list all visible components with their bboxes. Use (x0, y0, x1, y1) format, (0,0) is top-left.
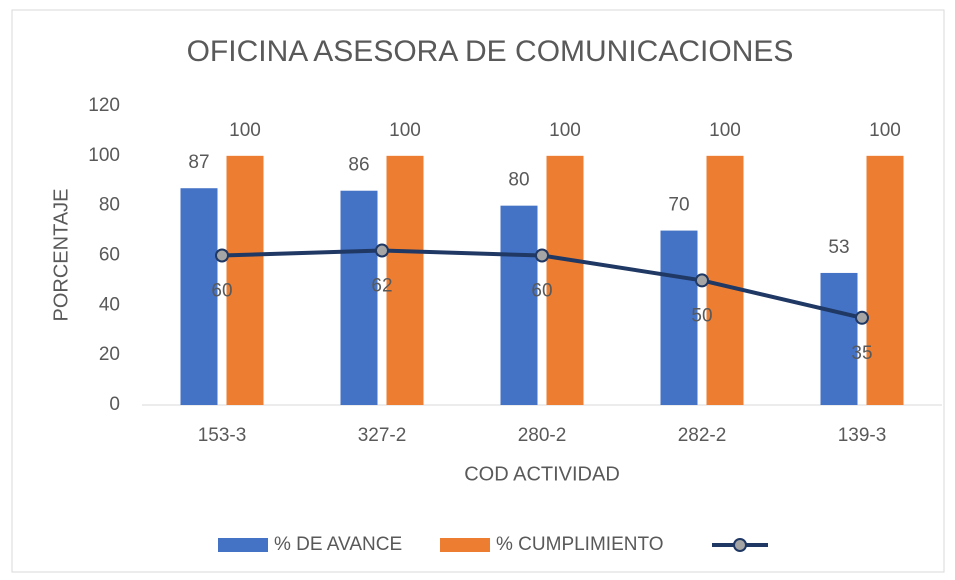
data-label: 60 (211, 281, 232, 302)
data-label: 62 (371, 276, 392, 297)
bar (386, 155, 424, 405)
legend-label: % DE AVANCE (274, 534, 402, 555)
y-tick-label: 20 (99, 344, 120, 365)
data-label: 35 (851, 343, 872, 364)
data-label: 60 (531, 281, 552, 302)
bar (340, 190, 378, 405)
data-label: 100 (389, 120, 421, 141)
y-tick-label: 80 (99, 195, 120, 216)
chart-border (11, 9, 945, 573)
bar (180, 188, 218, 405)
data-label: 100 (709, 120, 741, 141)
legend-label: % CUMPLIMIENTO (496, 534, 664, 555)
data-label: 100 (229, 120, 261, 141)
x-tick-label: 327-2 (358, 425, 407, 446)
x-tick-label: 280-2 (518, 425, 567, 446)
bar (660, 230, 698, 405)
data-label: 50 (691, 305, 712, 326)
bar (500, 205, 538, 405)
data-label: 80 (508, 170, 529, 191)
y-tick-label: 100 (88, 145, 120, 166)
y-axis-label: PORCENTAJE (50, 189, 72, 322)
data-label: 100 (869, 120, 901, 141)
bar (546, 155, 584, 405)
line-marker (215, 248, 229, 263)
line-marker (375, 243, 389, 258)
y-tick-label: 120 (88, 95, 120, 116)
data-label: 87 (188, 152, 209, 173)
line-marker (695, 273, 709, 288)
y-tick-label: 40 (99, 294, 120, 315)
bar (706, 155, 744, 405)
chart-title: OFICINA ASESORA DE COMUNICACIONES (187, 35, 794, 68)
y-tick-label: 0 (109, 394, 120, 415)
bar (820, 272, 858, 405)
data-label: 70 (668, 195, 689, 216)
line-marker (855, 310, 869, 325)
data-label: 53 (828, 237, 849, 258)
x-tick-label: 153-3 (198, 425, 247, 446)
data-label: 100 (549, 120, 581, 141)
legend-swatch (733, 538, 747, 552)
x-tick-label: 282-2 (678, 425, 727, 446)
x-axis-label: COD ACTIVIDAD (464, 463, 620, 485)
line-marker (535, 248, 549, 263)
y-tick-label: 60 (99, 245, 120, 266)
legend-swatch (218, 538, 268, 552)
legend-swatch (440, 538, 490, 552)
x-tick-label: 139-3 (838, 425, 887, 446)
data-label: 86 (348, 155, 369, 176)
bar (226, 155, 264, 405)
bar (866, 155, 904, 405)
